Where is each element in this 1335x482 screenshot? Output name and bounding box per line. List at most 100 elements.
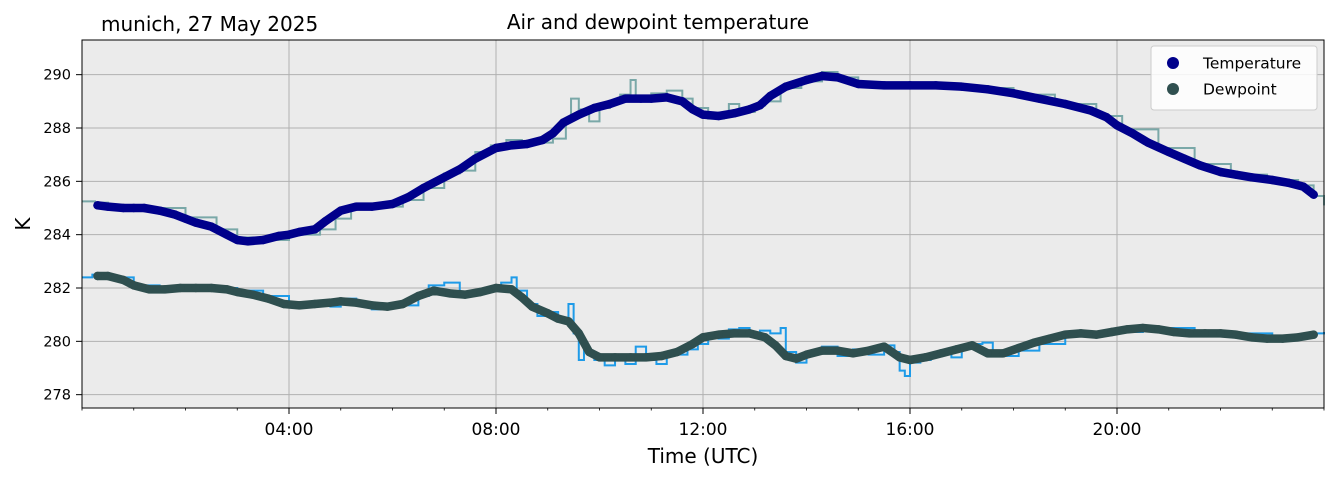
dewpoint-point (1278, 334, 1287, 343)
temperature-point (321, 217, 330, 226)
dewpoint-point (145, 285, 154, 294)
temperature-point (957, 82, 966, 91)
dewpoint-point (429, 286, 439, 295)
temperature-point (605, 99, 615, 109)
temperature-point (1061, 99, 1070, 109)
temperature-point (403, 193, 413, 202)
temperature-point (678, 97, 687, 106)
temperature-point (243, 237, 252, 246)
dewpoint-point (1247, 333, 1256, 342)
temperature-point (590, 103, 599, 113)
dewpoint-point (745, 329, 754, 338)
temperature-point (491, 143, 501, 153)
dewpoint-point (543, 309, 552, 318)
dewpoint-point (352, 298, 361, 307)
y-tick-label: 286 (43, 174, 71, 190)
dewpoint-point (398, 299, 408, 309)
dewpoint-point (1076, 329, 1085, 338)
dewpoint-point (1061, 330, 1070, 339)
temperature-point (1143, 138, 1153, 147)
dewpoint-point (1169, 327, 1179, 337)
dewpoint-point (528, 302, 537, 311)
temperature-point (274, 231, 283, 241)
temperature-point (139, 203, 149, 213)
dewpoint-point (698, 333, 708, 342)
dewpoint-point (1200, 329, 1210, 338)
dewpoint-point (222, 285, 232, 294)
dewpoint-point (1014, 343, 1023, 353)
dewpoint-point (610, 353, 620, 362)
dewpoint-point (1107, 327, 1117, 337)
dewpoint-point (233, 287, 242, 297)
dewpoint-point (507, 285, 516, 294)
axes: 04:00 08:00 12:00 16:00 20:00 278 280 282 284 286… (43, 68, 1325, 440)
temperature-point (833, 73, 842, 82)
dewpoint-point (207, 283, 216, 293)
x-tick-label: 04:00 (265, 420, 314, 440)
temperature-point (548, 129, 558, 138)
dewpoint-point (817, 346, 827, 355)
temperature-point (388, 199, 397, 209)
dewpoint-point (248, 290, 257, 299)
temperature-point (367, 202, 376, 211)
temperature-point (170, 210, 180, 219)
dewpoint-point (936, 349, 946, 358)
dewpoint-point (1092, 330, 1101, 339)
temperature-point (1309, 190, 1318, 199)
location-date-title: munich, 27 May 2025 (101, 12, 319, 36)
temperature-point (621, 94, 630, 103)
x-axis-label: Time (UTC) (647, 444, 759, 468)
temperature-point (103, 202, 113, 211)
dewpoint-point (564, 317, 573, 326)
dewpoint-point (998, 349, 1008, 358)
dewpoint-point (119, 275, 128, 285)
x-tick-label: 20:00 (1093, 420, 1142, 440)
temperature-point (284, 230, 294, 239)
temperature-point (879, 81, 889, 90)
temperature-point (574, 110, 583, 119)
dewpoint-point (1030, 338, 1039, 347)
legend-marker-temperature (1167, 57, 1179, 69)
temperature-point (931, 81, 941, 90)
temperature-point (295, 227, 304, 237)
dewpoint-point (672, 347, 682, 357)
dewpoint-point (553, 314, 563, 323)
temperature-point (1216, 167, 1225, 177)
y-tick-label: 278 (43, 388, 71, 404)
temperature-point (1283, 178, 1292, 187)
temperature-point (817, 71, 827, 81)
dewpoint-point (1262, 334, 1272, 343)
dewpoint-point (641, 353, 651, 362)
dewpoint-point (626, 353, 635, 362)
dewpoint-point (383, 302, 392, 311)
temperature-point (854, 79, 863, 89)
dewpoint-point (791, 354, 801, 363)
chart-title: Air and dewpoint temperature (507, 10, 809, 34)
temperature-point (729, 109, 739, 118)
dewpoint-point (279, 299, 289, 309)
temperature-point (766, 91, 775, 101)
dewpoint-point (295, 301, 304, 310)
dewpoint-point (336, 297, 345, 306)
temperature-point (1195, 161, 1205, 170)
temperature-point (745, 105, 754, 114)
dewpoint-point (584, 347, 594, 357)
temperature-point (181, 214, 190, 223)
temperature-point (647, 94, 656, 103)
dewpoint-point (264, 294, 273, 303)
temperature-point (1268, 175, 1277, 185)
dewpoint-point (574, 329, 583, 338)
temperature-point (155, 206, 164, 215)
dewpoint-point (864, 346, 873, 355)
temperature-point (1247, 173, 1256, 182)
temperature-point (336, 206, 345, 215)
dewpoint-point (729, 329, 739, 338)
temperature-point (1035, 94, 1044, 103)
temperature-point (1128, 129, 1137, 138)
x-tick-label: 08:00 (472, 420, 521, 440)
dewpoint-point (1216, 329, 1225, 338)
temperature-point (455, 165, 464, 174)
dewpoint-point (879, 342, 889, 351)
